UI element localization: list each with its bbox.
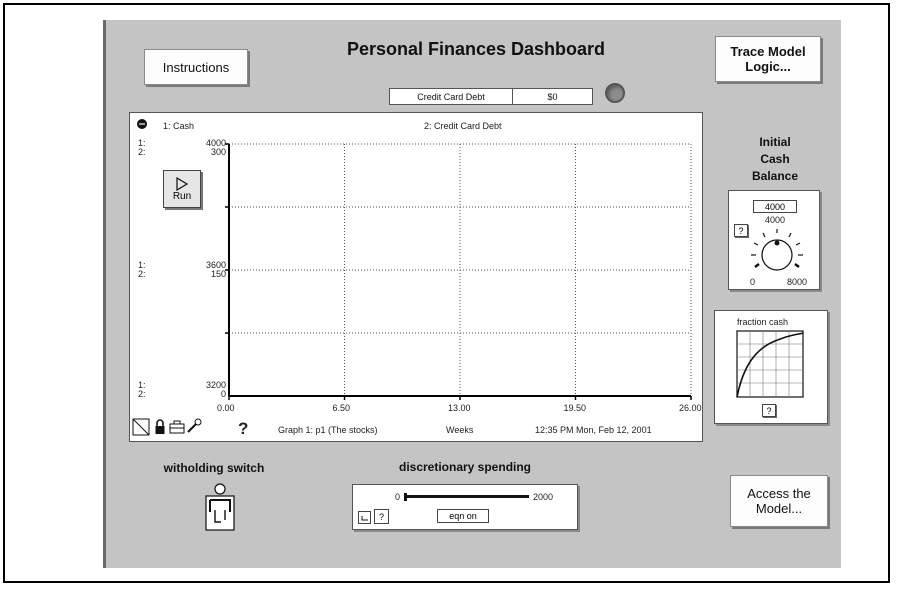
status-indicator-light	[605, 83, 625, 103]
trace-label-line2: Logic...	[745, 59, 791, 74]
y-tick-bottom: 3200 0	[205, 380, 226, 399]
trace-model-logic-button[interactable]: Trace Model Logic...	[715, 36, 821, 82]
access-model-button[interactable]: Access the Model...	[730, 475, 828, 527]
run-button[interactable]: Run	[163, 170, 201, 208]
plot-area	[225, 143, 692, 400]
discretionary-spending-slider: 0 2000 ? eqn on	[352, 484, 578, 530]
page-title: Personal Finances Dashboard	[346, 39, 606, 59]
fraction-cash-curve	[736, 330, 804, 398]
slider-track[interactable]	[403, 492, 531, 502]
eqn-on-button[interactable]: eqn on	[437, 509, 489, 523]
slider-thumb	[404, 493, 407, 501]
instructions-label: Instructions	[162, 59, 230, 75]
access-label-line1: Access the	[747, 486, 811, 501]
graph-name-label: Graph 1: p1 (The stocks)	[278, 425, 378, 435]
x-tick-label: 19.50	[563, 403, 587, 413]
x-tick-label: 13.00	[448, 403, 471, 413]
slider-help-button[interactable]: ?	[374, 509, 389, 524]
initial-cash-display: 4000	[765, 215, 786, 225]
access-label-line2: Model...	[755, 501, 803, 516]
x-tick-label: 0.00	[217, 403, 235, 413]
fraction-cash-graph-panel[interactable]: fraction cash ?	[714, 310, 828, 424]
y-tick-top: 4000 300	[205, 138, 226, 157]
x-axis-units-label: Weeks	[446, 425, 474, 435]
fraction-cash-help-button[interactable]: ?	[762, 404, 776, 417]
help-icon[interactable]: ?	[238, 419, 249, 438]
y-row-labels-top: 1: 2:	[138, 138, 146, 157]
knob-max-label: 8000	[787, 277, 808, 287]
page-corner-icon[interactable]	[132, 418, 150, 436]
initial-cash-knob-panel: 4000 4000 ? 0 8000	[728, 190, 820, 290]
y-row-labels-mid: 1: 2:	[138, 260, 146, 279]
initial-cash-knob[interactable]	[747, 225, 807, 277]
plot-grid	[225, 143, 692, 400]
reset-icon	[361, 515, 368, 520]
initial-cash-label: Initial Cash Balance	[751, 135, 799, 183]
pin-icon[interactable]	[136, 118, 148, 130]
graph-pad: 1: Cash 2: Credit Card Debt 1: 2: 1: 2: 1:…	[129, 112, 703, 442]
credit-card-debt-readout: Credit Card Debt $0	[389, 88, 593, 105]
wand-icon[interactable]	[186, 418, 202, 434]
slider-min-label: 0	[395, 492, 401, 502]
dashboard-panel: Instructions Personal Finances Dashboard…	[103, 20, 841, 568]
trace-label-line1: Trace Model	[730, 44, 806, 59]
readout-label: Credit Card Debt	[390, 89, 513, 104]
x-tick-label: 26.00	[679, 403, 702, 413]
slider-max-label: 2000	[533, 492, 554, 502]
play-icon	[176, 176, 189, 191]
fraction-cash-label: fraction cash	[737, 317, 789, 327]
readout-value: $0	[547, 91, 558, 102]
discretionary-spending-label: discretionary spending	[398, 460, 532, 474]
x-tick-label: 6.50	[332, 403, 351, 413]
toolbox-icon[interactable]	[169, 420, 185, 434]
series2-legend: 2: Credit Card Debt	[424, 121, 502, 131]
lock-icon[interactable]	[154, 418, 166, 435]
y-tick-mid: 3600 150	[205, 260, 226, 279]
instructions-button[interactable]: Instructions	[144, 49, 248, 85]
witholding-switch-icon[interactable]	[201, 482, 239, 532]
series1-legend: 1: Cash	[163, 121, 195, 131]
initial-cash-help-button[interactable]: ?	[734, 224, 748, 237]
timestamp-label: 12:35 PM Mon, Feb 12, 2001	[535, 425, 652, 435]
initial-cash-input[interactable]: 4000	[753, 200, 797, 213]
run-label: Run	[172, 190, 192, 202]
knob-min-label: 0	[750, 277, 756, 287]
witholding-switch-label: witholding switch	[163, 461, 265, 475]
slider-reset-button[interactable]	[358, 511, 371, 524]
y-row-labels-bottom: 1: 2:	[138, 380, 146, 399]
